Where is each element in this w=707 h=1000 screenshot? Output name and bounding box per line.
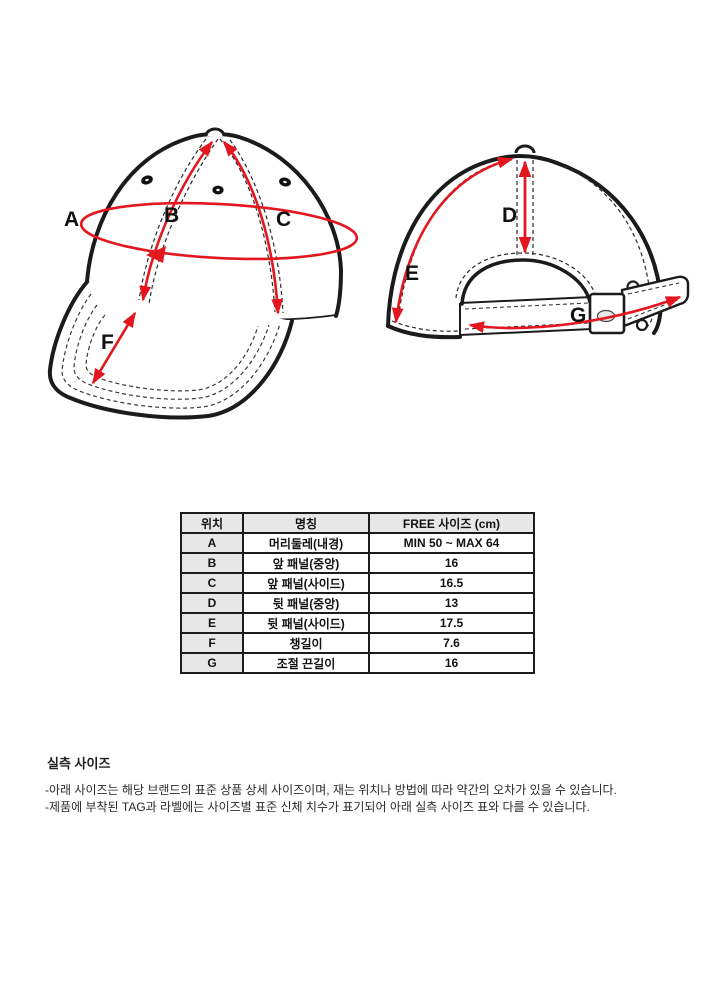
row-e-pos: E	[180, 612, 244, 634]
table-row: B 앞 패널(중앙) 16	[180, 552, 535, 574]
arrow-g-strap	[468, 295, 682, 334]
row-e-value: 17.5	[368, 612, 535, 634]
measure-label-d: D	[502, 204, 517, 227]
measure-label-a: A	[64, 208, 79, 231]
table-row: A 머리둘레(내경) MIN 50 ~ MAX 64	[180, 532, 535, 554]
row-b-pos: B	[180, 552, 244, 574]
row-f-pos: F	[180, 632, 244, 654]
row-d-name: 뒷 패널(중앙)	[242, 592, 370, 614]
measure-label-c: C	[276, 208, 291, 231]
arrow-b-front-center	[139, 140, 214, 302]
table-row: G 조절 끈길이 16	[180, 652, 535, 674]
table-row: F 챙길이 7.6	[180, 632, 535, 654]
size-table: 위치 명칭 FREE 사이즈 (cm) A 머리둘레(내경) MIN 50 ~ …	[180, 512, 535, 674]
row-a-value: MIN 50 ~ MAX 64	[368, 532, 535, 554]
dome-bottom-left-edge	[386, 324, 462, 340]
header-name: 명칭	[242, 512, 370, 534]
measure-label-e: E	[405, 262, 419, 285]
row-b-value: 16	[368, 552, 535, 574]
row-e-name: 뒷 패널(사이드)	[242, 612, 370, 634]
row-d-value: 13	[368, 592, 535, 614]
table-row: C 앞 패널(사이드) 16.5	[180, 572, 535, 594]
arrow-c-front-side	[222, 140, 284, 315]
row-c-value: 16.5	[368, 572, 535, 594]
arrow-f-brim	[91, 311, 137, 385]
back-top-button	[514, 144, 536, 154]
row-g-value: 16	[368, 652, 535, 674]
row-c-pos: C	[180, 572, 244, 594]
row-a-pos: A	[180, 532, 244, 554]
size-table-header-row: 위치 명칭 FREE 사이즈 (cm)	[180, 512, 535, 534]
row-f-name: 챙길이	[242, 632, 370, 654]
row-g-name: 조절 끈길이	[242, 652, 370, 674]
header-position: 위치	[180, 512, 244, 534]
row-c-name: 앞 패널(사이드)	[242, 572, 370, 594]
measure-label-f: F	[101, 331, 114, 354]
measured-size-notes: -아래 사이즈는 해당 브랜드의 표준 상품 상세 사이즈이며, 재는 위치나 …	[45, 782, 617, 816]
row-a-name: 머리둘레(내경)	[242, 532, 370, 554]
top-button	[204, 127, 226, 137]
table-row: D 뒷 패널(중앙) 13	[180, 592, 535, 614]
row-f-value: 7.6	[368, 632, 535, 654]
measured-size-heading: 실측 사이즈	[47, 756, 111, 771]
row-b-name: 앞 패널(중앙)	[242, 552, 370, 574]
note-line-1: -아래 사이즈는 해당 브랜드의 표준 상품 상세 사이즈이며, 재는 위치나 …	[45, 783, 617, 797]
row-g-pos: G	[180, 652, 244, 674]
arrow-a-circumference	[79, 201, 359, 261]
measure-label-b: B	[164, 204, 179, 227]
cap-front-diagram: A B C F	[47, 127, 359, 420]
cap-back-diagram: D E G	[386, 144, 690, 340]
measure-label-g: G	[570, 304, 586, 327]
row-d-pos: D	[180, 592, 244, 614]
table-row: E 뒷 패널(사이드) 17.5	[180, 612, 535, 634]
crown-outline	[85, 132, 344, 318]
arrow-e-back-side	[391, 156, 514, 324]
note-line-2: -제품에 부착된 TAG과 라벨에는 사이즈별 표준 신체 치수가 표기되어 아…	[45, 800, 590, 814]
header-free-size: FREE 사이즈 (cm)	[368, 512, 535, 534]
